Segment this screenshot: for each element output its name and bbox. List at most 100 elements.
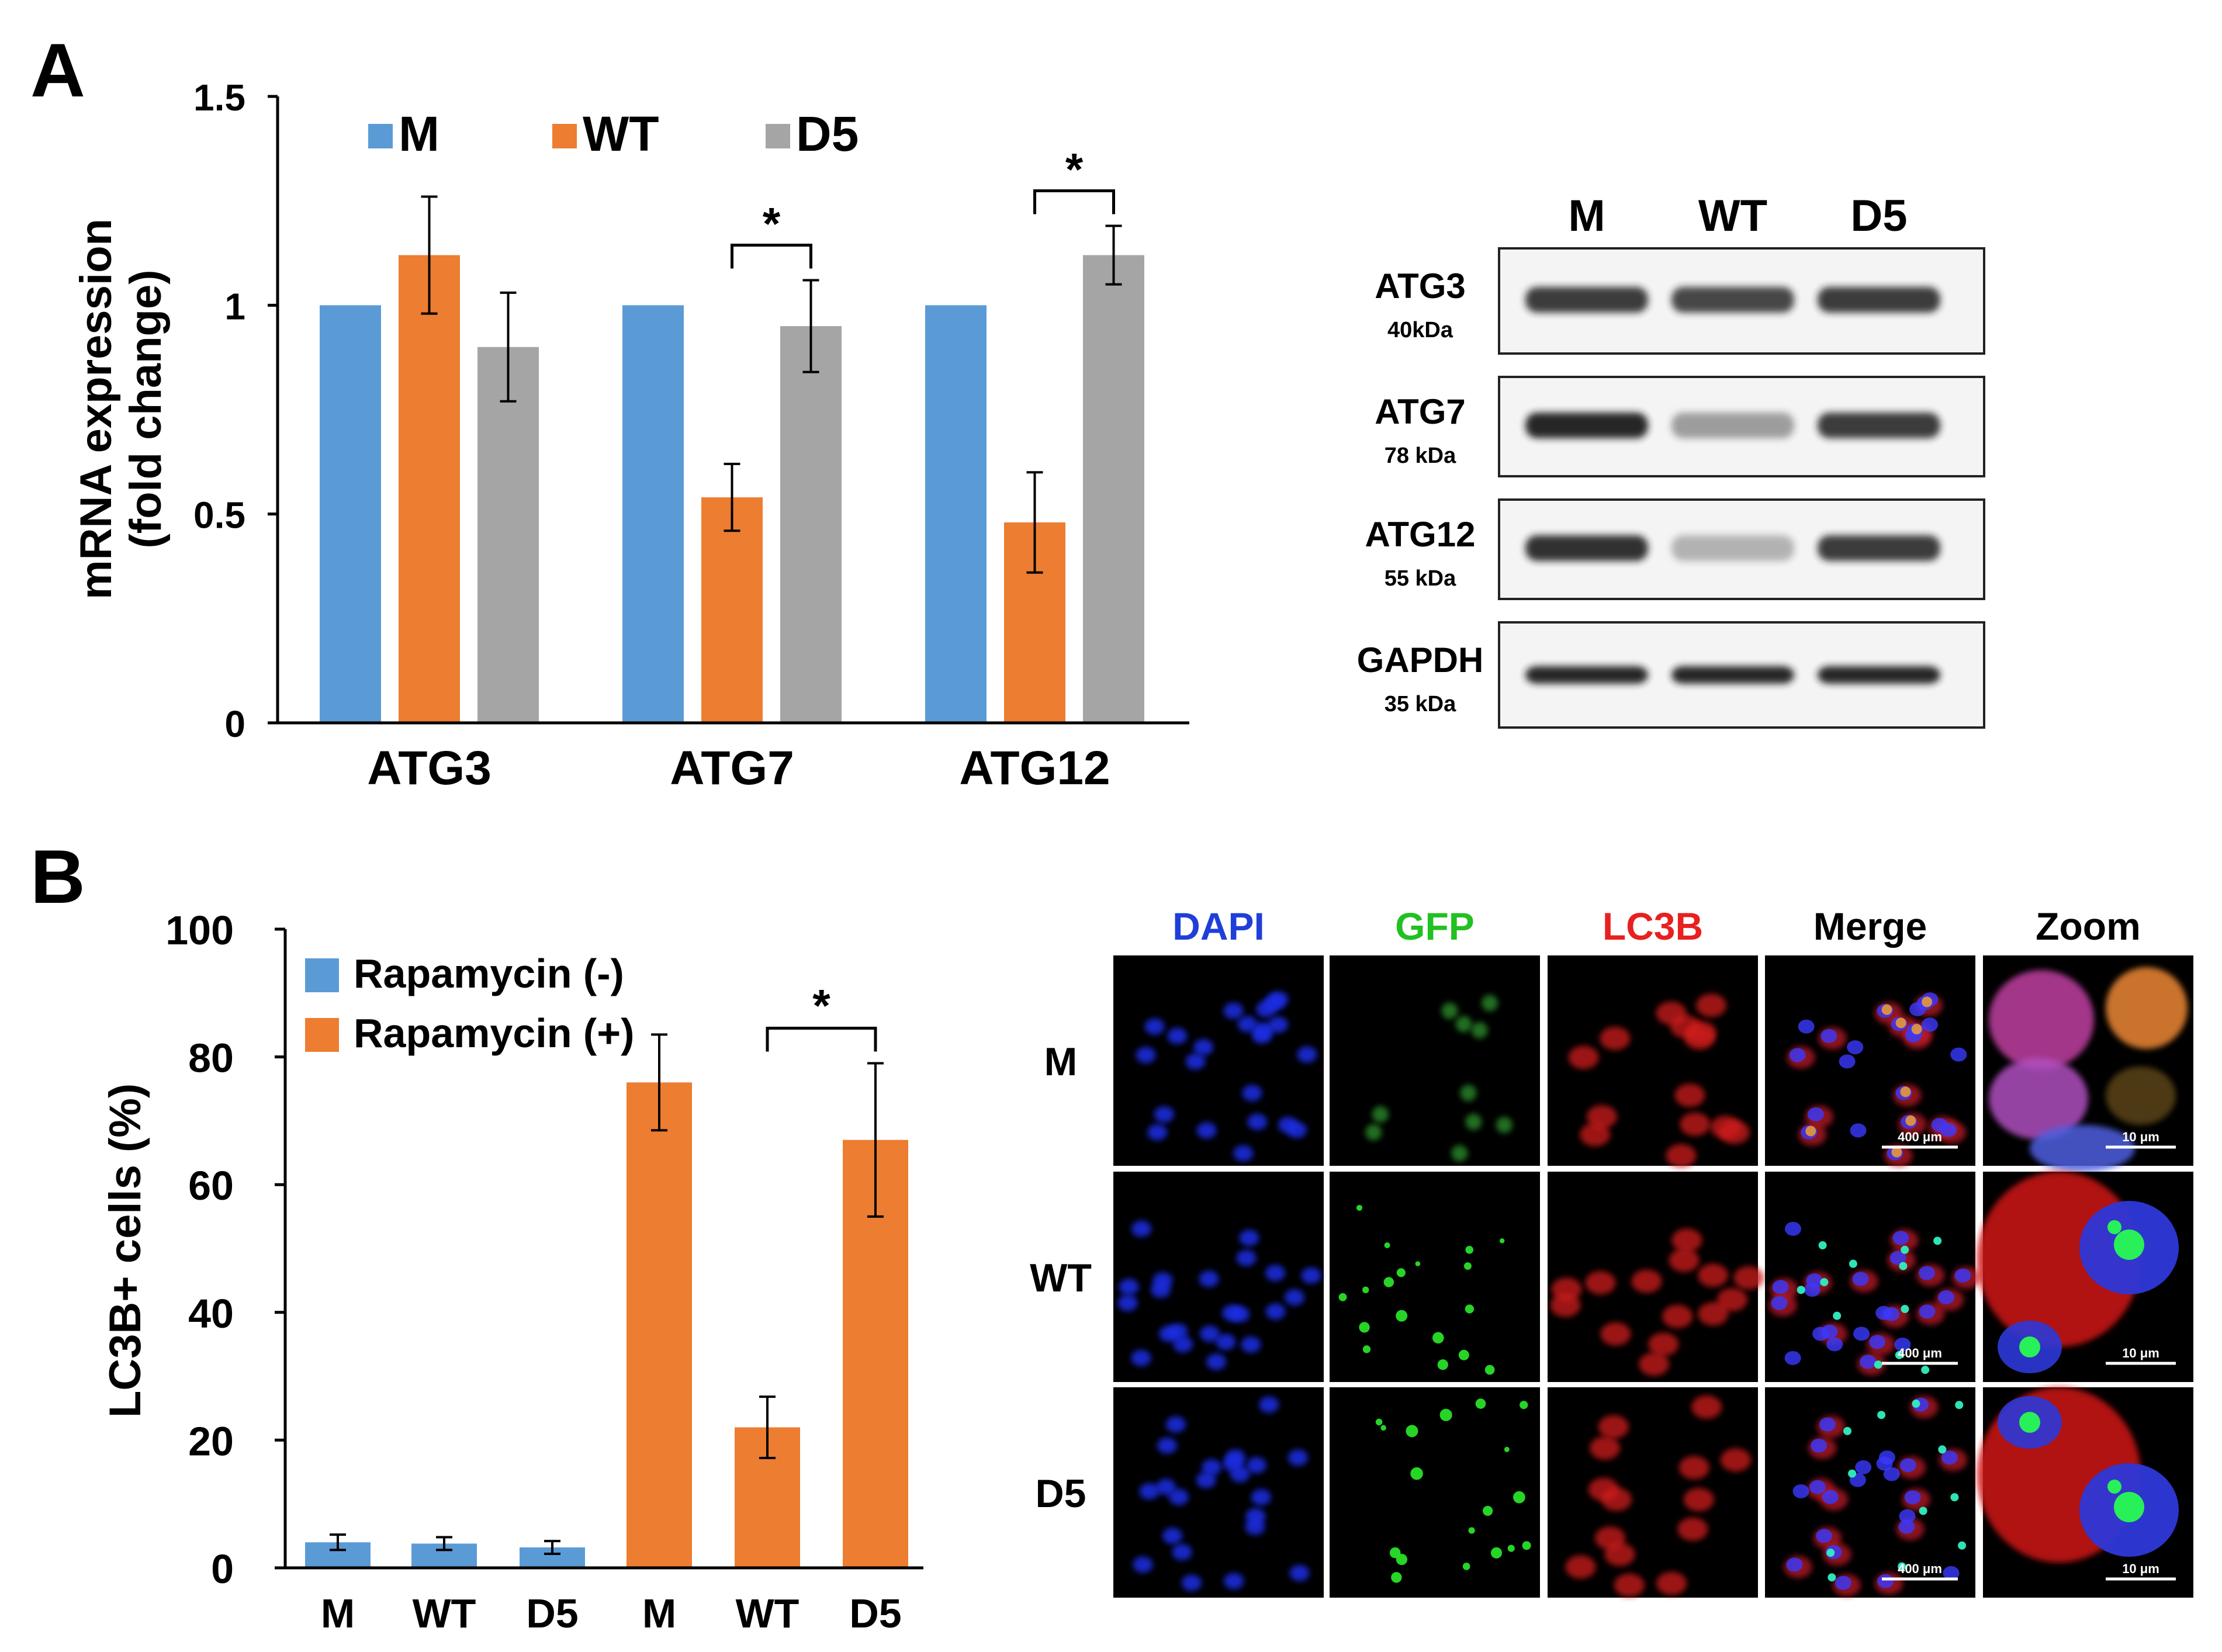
chart-b-error-1 <box>436 1536 452 1551</box>
chart-b-legend-swatch-1 <box>305 1018 339 1052</box>
chart-a-significance-atg12: * <box>1033 144 1115 214</box>
chart-a-bar-atg3-m <box>320 305 381 723</box>
micro-tile-d5-lc3b <box>1548 1387 1758 1598</box>
chart-a-legend-swatch-m <box>368 124 393 148</box>
chart-a-bar-atg7-d5 <box>780 326 842 723</box>
chart-b-x-label-d5: D5 <box>526 1591 578 1636</box>
chart-a-y-tick-label: 0.5 <box>193 494 245 536</box>
chart-a-bar-atg12-m <box>925 305 987 723</box>
chart-b-x-label-d5: D5 <box>849 1591 901 1636</box>
chart-a-y-tick-label: 1 <box>224 285 245 327</box>
chart-b-bars <box>305 1082 908 1568</box>
chart-a-legend-label-d5: D5 <box>796 106 859 161</box>
chart-a-y-label-line2: (fold change) <box>121 269 171 548</box>
micro-tile-d5-merge: 400 μm <box>1765 1387 1975 1598</box>
panel-a-letter: A <box>30 27 85 113</box>
chart-a-x-label-atg3: ATG3 <box>367 742 492 795</box>
chart-b-legend-label-1: Rapamycin (+) <box>354 1010 634 1056</box>
blot-band-atg12-d5 <box>1818 535 1940 561</box>
chart-a-error-atg3-d5 <box>500 291 517 403</box>
western-blot: M WT D5 ATG3 40kDa ATG7 78 kDa ATG12 55 kDa GAPDH… <box>1357 191 1985 729</box>
blot-size-label: 40kDa <box>1387 318 1453 342</box>
blot-row-atg3: ATG3 40kDa <box>1375 247 1985 355</box>
blot-protein-label: GAPDH <box>1357 640 1484 680</box>
chart-a-x-label-atg12: ATG12 <box>959 742 1110 795</box>
chart-a-bars <box>320 255 1144 723</box>
blot-band-atg3-m <box>1525 287 1648 313</box>
significance-star: * <box>763 198 781 249</box>
chart-b-x-labels: M WT D5 M WT D5 <box>321 1591 902 1636</box>
blot-band-atg3-wt <box>1671 287 1794 313</box>
chart-b-y-tick-label: 80 <box>188 1035 234 1081</box>
micro-tile-m-zoom: 10 μm <box>1983 955 2193 1172</box>
micro-column-label-dapi: DAPI <box>1172 905 1265 948</box>
chart-a-y-tick-label: 0 <box>224 703 245 745</box>
chart-b-bar-rapa-pos-m <box>627 1082 692 1568</box>
micro-scale-label: 10 μm <box>2122 1346 2159 1360</box>
chart-a-error-atg7-wt <box>724 462 740 532</box>
chart-b-x-label-m: M <box>642 1591 676 1636</box>
micro-scale-label: 400 μm <box>1898 1561 1942 1576</box>
chart-b-error-3 <box>651 1033 667 1132</box>
micro-tile-m-dapi <box>1113 955 1324 1166</box>
blot-size-label: 78 kDa <box>1385 444 1456 468</box>
micro-scale-label: 10 μm <box>2122 1561 2159 1576</box>
micro-tile-m-gfp <box>1330 955 1540 1166</box>
chart-a-error-atg3-wt <box>421 195 438 315</box>
micro-tile-d5-zoom: 10 μm <box>1977 1387 2193 1598</box>
chart-b-y-tick-label: 100 <box>165 908 234 953</box>
micro-column-label-lc3b: LC3B <box>1603 905 1703 948</box>
micro-scale-label: 400 μm <box>1898 1346 1942 1360</box>
micro-tile-wt-lc3b <box>1548 1172 1764 1382</box>
chart-b-y-tick-label: 0 <box>211 1546 234 1592</box>
micro-tile-d5-gfp <box>1330 1387 1540 1598</box>
blot-band-atg7-wt <box>1671 413 1794 438</box>
chart-b-significance: * <box>766 980 877 1052</box>
chart-b-y-label: LC3B+ cells (%) <box>101 1083 150 1418</box>
chart-b-error-0 <box>330 1533 346 1551</box>
chart-b-y-tick-label: 40 <box>188 1291 234 1336</box>
chart-a-significance: ** <box>731 144 1115 269</box>
chart-a-bar-atg12-d5 <box>1083 255 1144 723</box>
significance-star: * <box>1065 144 1084 195</box>
chart-a-legend-label-wt: WT <box>583 106 659 161</box>
chart-a-bar-atg3-d5 <box>477 347 539 723</box>
micro-tile-wt-gfp <box>1330 1172 1540 1382</box>
blot-row-gapdh: GAPDH 35 kDa <box>1357 621 1985 729</box>
chart-a-x-labels: ATG3 ATG7 ATG12 <box>367 742 1110 795</box>
blot-row-atg12: ATG12 55 kDa <box>1365 498 1985 600</box>
blot-band-atg12-m <box>1525 535 1648 561</box>
chart-b-x-label-wt: WT <box>413 1591 476 1636</box>
chart-a-y-tick-label: 1.5 <box>193 77 245 119</box>
chart-b-legend: Rapamycin (-) Rapamycin (+) <box>305 951 634 1056</box>
chart-b-y-ticks: 0 20 40 60 80 100 <box>165 908 285 1592</box>
chart-b-error-4 <box>759 1395 776 1460</box>
chart-b-error-bars <box>330 1033 884 1555</box>
chart-a-significance-atg7: * <box>731 198 812 269</box>
blot-lane-label-m: M <box>1568 191 1605 241</box>
chart-a-bar-atg7-wt <box>701 497 763 723</box>
chart-b-significance: * <box>766 980 877 1052</box>
chart-a-bar-atg3-wt <box>399 255 460 723</box>
micro-tile-m-lc3b <box>1548 955 1758 1168</box>
chart-b-error-5 <box>867 1062 884 1218</box>
micro-tile-m-merge: 400 μm <box>1765 955 1975 1167</box>
blot-lane-label-wt: WT <box>1698 191 1767 241</box>
blot-band-gapdh-m <box>1525 666 1648 684</box>
chart-a-mrna-expression: 00.511.5 ATG3 ATG7 ATG12 M WT D5 ** mRNA exp… <box>71 77 1189 795</box>
chart-a-x-label-atg7: ATG7 <box>670 742 794 795</box>
blot-band-atg12-wt <box>1671 535 1794 561</box>
blot-protein-label: ATG12 <box>1365 515 1476 554</box>
blot-band-atg7-d5 <box>1818 413 1940 438</box>
micro-row-label-m: M <box>1044 1040 1078 1084</box>
micro-scale-label: 10 μm <box>2122 1130 2159 1144</box>
micro-row-label-wt: WT <box>1030 1256 1092 1300</box>
chart-b-x-label-m: M <box>321 1591 355 1636</box>
micro-tile-wt-merge: 400 μm <box>1765 1172 1981 1382</box>
panel-b-letter: B <box>30 834 85 919</box>
microscopy-grid: DAPI GFP LC3B Merge Zoom M 400 μm 10 μm WT 400 μm… <box>1030 905 2193 1598</box>
chart-a-error-atg7-d5 <box>802 279 819 373</box>
chart-a-legend-swatch-d5 <box>766 124 790 148</box>
chart-a-legend-swatch-wt <box>552 124 577 148</box>
